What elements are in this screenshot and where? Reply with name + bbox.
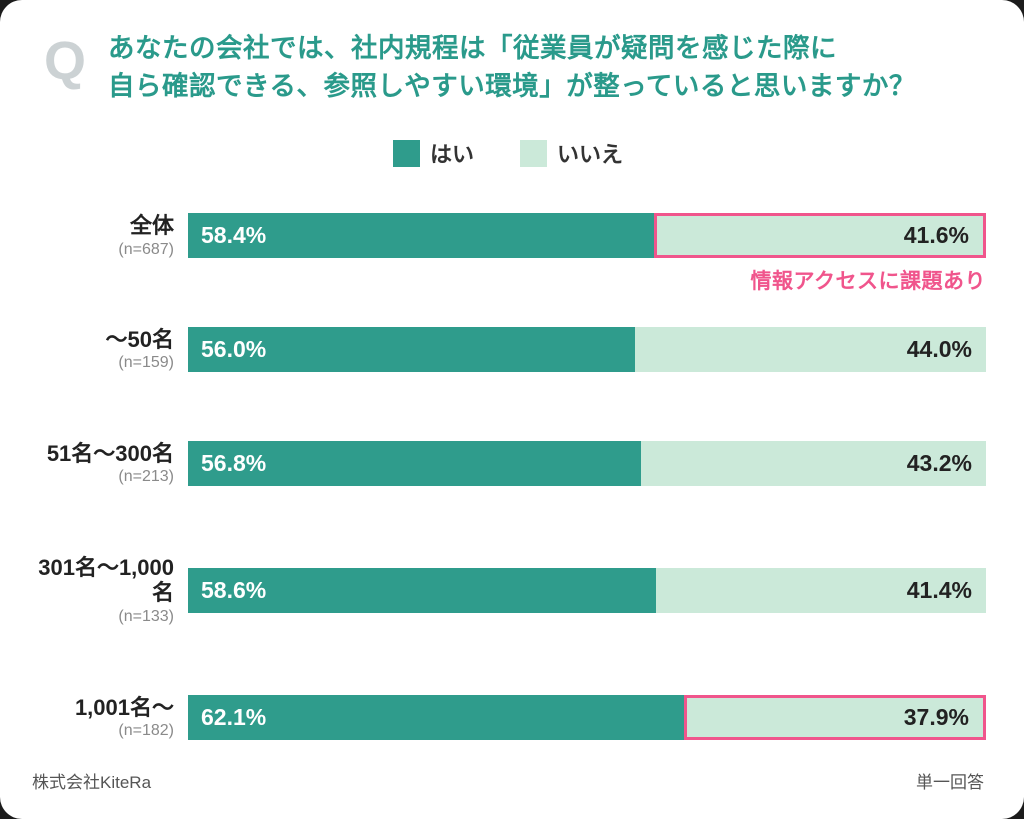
- bar-segment-yes: 62.1%: [188, 694, 684, 740]
- chart-row: 1,001名～ (n=182) 62.1% 37.9%: [30, 695, 986, 740]
- stacked-bar: 56.8% 43.2%: [188, 440, 986, 486]
- stacked-bar: 58.4% 41.6%: [188, 213, 986, 259]
- bar-segment-no: 41.6%: [654, 213, 986, 259]
- sample-size: (n=182): [118, 722, 174, 740]
- chart-row: 301名～1,000名 (n=133) 58.6% 41.4%: [30, 555, 986, 626]
- page-title: あなたの会社では、社内規程は「従業員が疑問を感じた際に 自ら確認できる、参照しや…: [108, 30, 916, 105]
- highlight-annotation: 情報アクセスに課題あり: [750, 269, 986, 293]
- bar-segment-yes: 58.6%: [188, 567, 656, 613]
- yes-percent-label: 56.0%: [201, 335, 267, 362]
- chart-row: 51名～300名 (n=213) 56.8% 43.2%: [30, 441, 986, 486]
- row-label: 1,001名～ (n=182): [30, 695, 188, 740]
- bar-segment-no: 41.4%: [655, 567, 986, 613]
- no-percent-label: 41.4%: [906, 576, 972, 603]
- no-percent-label: 37.9%: [903, 703, 969, 730]
- sample-size: (n=687): [118, 240, 174, 258]
- footer: 株式会社KiteRa 単一回答: [30, 768, 986, 795]
- title-line-1: あなたの会社では、社内規程は「従業員が疑問を感じた際に: [108, 33, 838, 63]
- chart-rows: 全体 (n=687) 58.4% 41.6% 情報アクセスに課題あり ～50名 (n=159…: [30, 213, 986, 768]
- no-percent-label: 41.6%: [903, 222, 969, 249]
- legend-label-yes: はい: [429, 142, 474, 168]
- category-label: 1,001名～: [74, 694, 174, 720]
- stacked-bar: 58.6% 41.4%: [188, 567, 986, 613]
- category-label: 51名～300名: [46, 440, 174, 466]
- legend-swatch-yes: [392, 139, 420, 167]
- row-label: 51名～300名 (n=213): [30, 441, 188, 486]
- sample-size: (n=159): [118, 353, 174, 371]
- footer-answer-type: 単一回答: [916, 773, 984, 792]
- chart-row: ～50名 (n=159) 56.0% 44.0%: [30, 327, 986, 372]
- yes-percent-label: 62.1%: [201, 703, 267, 730]
- row-label: 301名～1,000名 (n=133): [30, 555, 188, 626]
- bar-segment-no: 37.9%: [683, 694, 986, 740]
- category-label: 全体: [129, 213, 174, 239]
- stacked-bar: 56.0% 44.0%: [188, 326, 986, 372]
- yes-percent-label: 58.6%: [201, 576, 267, 603]
- bar-segment-yes: 56.8%: [188, 440, 642, 486]
- bar-segment-no: 44.0%: [634, 326, 986, 372]
- question-icon: Q: [44, 31, 87, 91]
- chart-row: 全体 (n=687) 58.4% 41.6%: [30, 213, 986, 259]
- no-percent-label: 43.2%: [906, 449, 972, 476]
- category-label: 301名～1,000名: [38, 555, 174, 606]
- header: Q あなたの会社では、社内規程は「従業員が疑問を感じた際に 自ら確認できる、参照…: [30, 30, 986, 105]
- legend-item-yes: はい: [392, 137, 474, 169]
- row-label: ～50名 (n=159): [30, 327, 188, 372]
- bar-segment-no: 43.2%: [641, 440, 986, 486]
- sample-size: (n=213): [118, 468, 174, 486]
- sample-size: (n=133): [118, 607, 174, 625]
- row-label: 全体 (n=687): [30, 213, 188, 258]
- legend: はい いいえ: [30, 137, 986, 169]
- legend-item-no: いいえ: [520, 137, 623, 169]
- yes-percent-label: 56.8%: [201, 449, 267, 476]
- category-label: ～50名: [105, 326, 174, 352]
- yes-percent-label: 58.4%: [201, 222, 267, 249]
- bar-segment-yes: 56.0%: [188, 326, 635, 372]
- stacked-bar: 62.1% 37.9%: [188, 694, 986, 740]
- bar-segment-yes: 58.4%: [188, 213, 655, 259]
- footer-company: 株式会社KiteRa: [32, 773, 152, 792]
- legend-swatch-no: [520, 139, 547, 167]
- legend-label-no: いいえ: [557, 142, 624, 168]
- title-line-2: 自ら確認できる、参照しやすい環境」が整っていると思いますか？: [108, 70, 916, 101]
- no-percent-label: 44.0%: [906, 335, 972, 362]
